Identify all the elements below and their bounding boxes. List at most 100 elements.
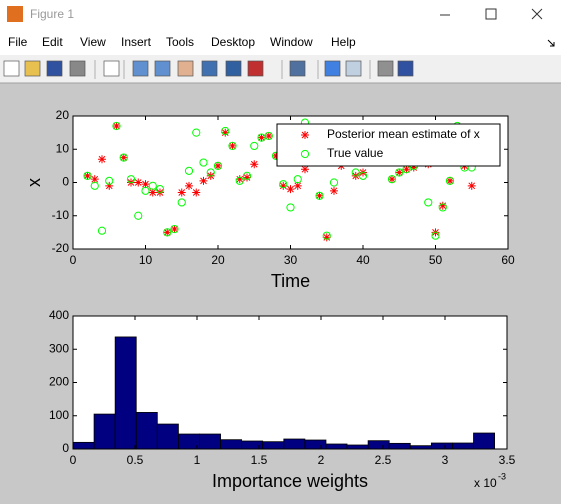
y-tick-label: 400 [49, 308, 69, 322]
toolbar-button[interactable] [154, 60, 171, 77]
x-tick-label: 3.5 [499, 453, 516, 467]
toolbar-button[interactable] [46, 60, 63, 77]
data-point [134, 211, 143, 220]
x-axis-label: Time [271, 271, 310, 291]
toolbar-button[interactable] [132, 60, 149, 77]
data-point [351, 168, 360, 177]
histogram-bar [93, 413, 116, 450]
data-point [185, 181, 193, 190]
toolbar-button[interactable] [345, 60, 362, 77]
data-point [105, 176, 114, 185]
menu-item[interactable]: Desktop [211, 35, 255, 49]
data-point [358, 171, 368, 180]
data-point [170, 224, 179, 234]
histogram-bar [304, 439, 327, 450]
data-point [112, 121, 121, 130]
x-multiplier: x 10 [474, 476, 497, 490]
toolbar-button[interactable] [324, 60, 341, 77]
data-point [184, 166, 194, 175]
data-point [235, 175, 244, 184]
data-point [330, 186, 338, 195]
x-tick-label: 50 [429, 253, 443, 267]
toolbar-button[interactable] [3, 60, 20, 77]
toolbar-button[interactable] [24, 60, 41, 77]
data-point [243, 173, 251, 182]
x-tick-label: 1.5 [251, 453, 268, 467]
data-point [126, 175, 136, 184]
data-point [431, 231, 440, 240]
data-point [119, 153, 128, 162]
data-point [409, 163, 418, 172]
histogram-bar [177, 433, 200, 450]
data-point [387, 175, 397, 184]
data-point [134, 178, 143, 187]
data-point [221, 128, 230, 137]
data-point [438, 201, 447, 210]
data-point [315, 191, 324, 200]
data-point [301, 165, 309, 174]
data-point [112, 121, 121, 131]
histogram-bar [220, 439, 243, 450]
histogram-bar [325, 443, 348, 450]
menu-item[interactable]: Tools [166, 35, 194, 49]
menu-item[interactable]: Help [331, 35, 356, 49]
toolbar-button[interactable] [177, 60, 194, 77]
toolbar-button[interactable] [69, 60, 86, 77]
toolbar [0, 55, 561, 83]
y-tick-label: 200 [49, 375, 69, 389]
data-point [293, 181, 302, 190]
maximize-button[interactable] [485, 8, 497, 20]
menu-item[interactable]: Insert [121, 35, 152, 49]
menu-item[interactable]: Window [270, 35, 313, 49]
data-point [214, 161, 222, 170]
menu-item[interactable]: View [80, 35, 106, 49]
data-point [257, 133, 266, 142]
data-point [446, 176, 454, 185]
dock-arrow[interactable] [547, 39, 555, 47]
data-point [213, 161, 223, 170]
x-tick-label: 0.5 [127, 453, 144, 467]
data-point [148, 181, 157, 190]
data-point [155, 185, 165, 194]
data-point [395, 168, 404, 177]
legend-box [276, 123, 501, 167]
toolbar-button[interactable] [289, 60, 306, 77]
axes: 0 0.5 1 1.5 2 2.5 3 3.5 0 100 200 300 400 Importance … [49, 308, 516, 491]
legend-marker [300, 149, 310, 159]
histogram-bar [135, 412, 158, 450]
y-tick-label: 300 [49, 341, 69, 355]
histogram-bar [473, 432, 495, 450]
toolbar-button[interactable] [397, 60, 414, 77]
axes: 0 10 20 30 40 50 60 -20 -10 0 10 20 Time x Posterior m… [24, 108, 515, 291]
data-point [264, 131, 273, 141]
data-point [315, 191, 324, 200]
data-point [445, 176, 455, 185]
x-tick-label: 2.5 [375, 453, 392, 467]
x-tick-label: 20 [211, 253, 225, 267]
x-tick-label: 2 [318, 453, 325, 467]
close-button[interactable] [531, 8, 543, 20]
data-point [141, 186, 150, 195]
data-point [467, 181, 476, 190]
y-tick-label: 20 [56, 108, 70, 122]
toolbar-button[interactable] [225, 60, 242, 77]
data-point [395, 168, 404, 177]
data-point [192, 188, 201, 197]
histogram-bar [283, 438, 306, 450]
data-point [279, 180, 288, 189]
data-point [170, 225, 179, 234]
toolbar-button[interactable] [377, 60, 394, 77]
menu-item[interactable]: File [8, 35, 28, 49]
toolbar-button[interactable] [247, 60, 264, 77]
data-point [329, 178, 339, 187]
data-point [242, 171, 252, 180]
y-axis-label: x [24, 178, 44, 187]
toolbar-button[interactable] [201, 60, 218, 77]
data-point [424, 198, 433, 207]
data-point [105, 181, 114, 190]
menu-item[interactable]: Edit [42, 35, 63, 49]
title-bar [0, 0, 561, 30]
data-point [221, 126, 230, 136]
toolbar-button[interactable] [103, 60, 120, 77]
